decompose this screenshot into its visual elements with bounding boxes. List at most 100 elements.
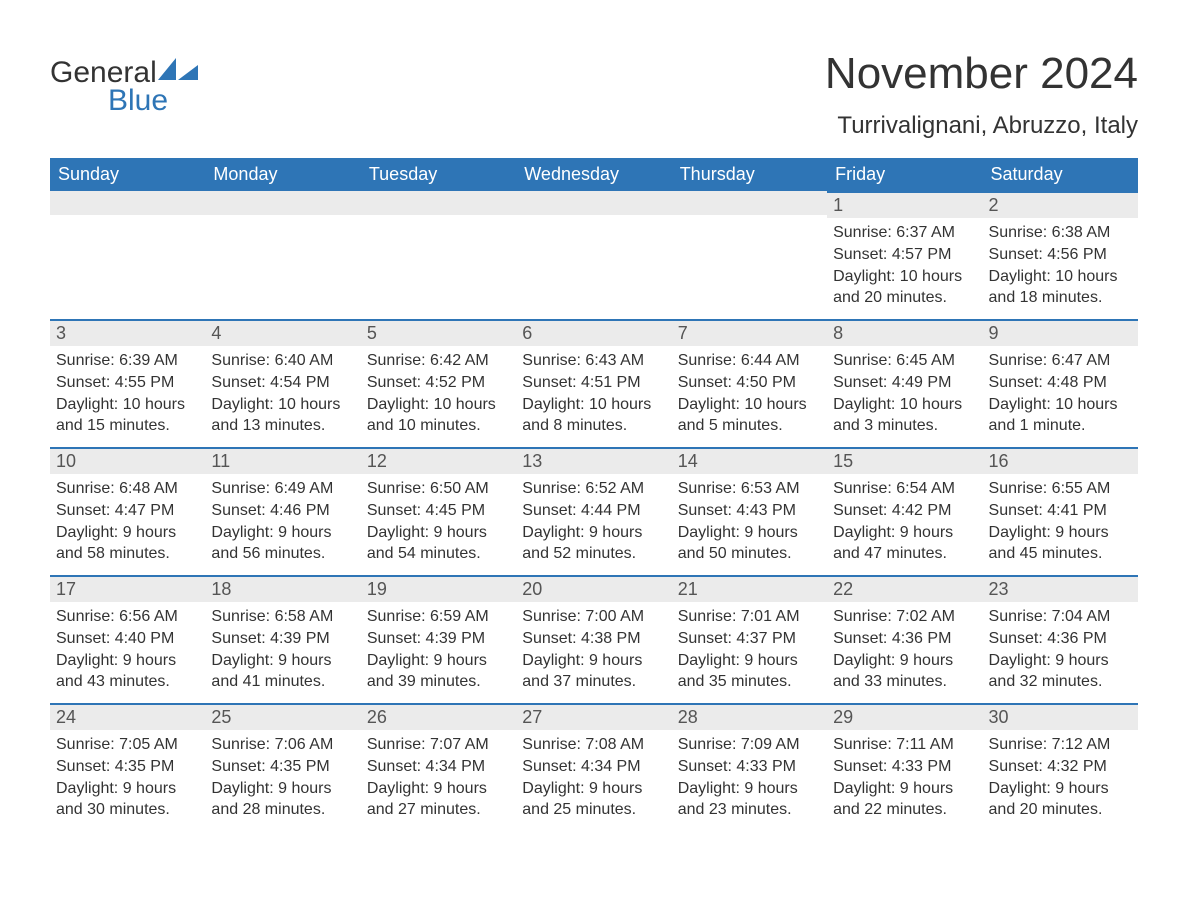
calendar-day-cell: 19Sunrise: 6:59 AMSunset: 4:39 PMDayligh… (361, 575, 516, 703)
daylight-line: and 35 minutes. (678, 671, 821, 693)
calendar-day-cell: 2Sunrise: 6:38 AMSunset: 4:56 PMDaylight… (983, 191, 1138, 319)
day-details: Sunrise: 7:11 AMSunset: 4:33 PMDaylight:… (827, 730, 982, 820)
sunrise-line: Sunrise: 7:12 AM (989, 734, 1132, 756)
sunset-line: Sunset: 4:51 PM (522, 372, 665, 394)
sunrise-line: Sunrise: 6:42 AM (367, 350, 510, 372)
daylight-line: and 20 minutes. (833, 287, 976, 309)
daylight-line: Daylight: 9 hours (522, 522, 665, 544)
day-number: 3 (50, 321, 205, 346)
empty-cell (50, 191, 827, 319)
calendar-day-cell: 18Sunrise: 6:58 AMSunset: 4:39 PMDayligh… (205, 575, 360, 703)
daylight-line: and 3 minutes. (833, 415, 976, 437)
sunrise-line: Sunrise: 6:39 AM (56, 350, 199, 372)
daylight-line: and 41 minutes. (211, 671, 354, 693)
day-header: Saturday (983, 158, 1138, 191)
calendar-week-row: 24Sunrise: 7:05 AMSunset: 4:35 PMDayligh… (50, 703, 1138, 831)
day-number: 6 (516, 321, 671, 346)
daylight-line: Daylight: 10 hours (367, 394, 510, 416)
day-details: Sunrise: 6:48 AMSunset: 4:47 PMDaylight:… (50, 474, 205, 564)
sunset-line: Sunset: 4:43 PM (678, 500, 821, 522)
sunset-line: Sunset: 4:52 PM (367, 372, 510, 394)
day-details: Sunrise: 7:08 AMSunset: 4:34 PMDaylight:… (516, 730, 671, 820)
day-header: Thursday (672, 158, 827, 191)
sunset-line: Sunset: 4:50 PM (678, 372, 821, 394)
sunset-line: Sunset: 4:48 PM (989, 372, 1132, 394)
sunrise-line: Sunrise: 6:38 AM (989, 222, 1132, 244)
sunset-line: Sunset: 4:47 PM (56, 500, 199, 522)
daylight-line: and 30 minutes. (56, 799, 199, 821)
day-details: Sunrise: 6:44 AMSunset: 4:50 PMDaylight:… (672, 346, 827, 436)
daylight-line: Daylight: 9 hours (367, 522, 510, 544)
sunrise-line: Sunrise: 7:07 AM (367, 734, 510, 756)
daylight-line: and 28 minutes. (211, 799, 354, 821)
day-number: 2 (983, 193, 1138, 218)
sunset-line: Sunset: 4:36 PM (833, 628, 976, 650)
calendar-page: General Blue November 2024 Turrivalignan… (0, 0, 1188, 861)
day-number: 17 (50, 577, 205, 602)
daylight-line: Daylight: 10 hours (211, 394, 354, 416)
sunrise-line: Sunrise: 6:49 AM (211, 478, 354, 500)
sunrise-line: Sunrise: 6:48 AM (56, 478, 199, 500)
sunrise-line: Sunrise: 6:53 AM (678, 478, 821, 500)
day-number: 15 (827, 449, 982, 474)
calendar-day-cell: 27Sunrise: 7:08 AMSunset: 4:34 PMDayligh… (516, 703, 671, 831)
sunrise-line: Sunrise: 7:00 AM (522, 606, 665, 628)
daylight-line: and 22 minutes. (833, 799, 976, 821)
day-number: 11 (205, 449, 360, 474)
daylight-line: and 32 minutes. (989, 671, 1132, 693)
sunset-line: Sunset: 4:33 PM (678, 756, 821, 778)
calendar-day-cell: 25Sunrise: 7:06 AMSunset: 4:35 PMDayligh… (205, 703, 360, 831)
month-title: November 2024 (50, 50, 1138, 98)
day-number: 10 (50, 449, 205, 474)
daylight-line: Daylight: 9 hours (833, 778, 976, 800)
daylight-line: Daylight: 9 hours (678, 778, 821, 800)
day-number: 21 (672, 577, 827, 602)
day-details: Sunrise: 6:45 AMSunset: 4:49 PMDaylight:… (827, 346, 982, 436)
day-number: 1 (827, 193, 982, 218)
day-header: Sunday (50, 158, 205, 191)
day-details: Sunrise: 6:55 AMSunset: 4:41 PMDaylight:… (983, 474, 1138, 564)
daylight-line: and 47 minutes. (833, 543, 976, 565)
calendar-week-row: 3Sunrise: 6:39 AMSunset: 4:55 PMDaylight… (50, 319, 1138, 447)
daylight-line: and 25 minutes. (522, 799, 665, 821)
sunrise-line: Sunrise: 6:56 AM (56, 606, 199, 628)
daylight-line: Daylight: 9 hours (678, 650, 821, 672)
day-details: Sunrise: 6:53 AMSunset: 4:43 PMDaylight:… (672, 474, 827, 564)
sunset-line: Sunset: 4:34 PM (367, 756, 510, 778)
calendar-day-cell: 3Sunrise: 6:39 AMSunset: 4:55 PMDaylight… (50, 319, 205, 447)
day-number: 27 (516, 705, 671, 730)
day-details: Sunrise: 7:12 AMSunset: 4:32 PMDaylight:… (983, 730, 1138, 820)
daylight-line: Daylight: 9 hours (56, 778, 199, 800)
daylight-line: and 5 minutes. (678, 415, 821, 437)
day-details: Sunrise: 6:50 AMSunset: 4:45 PMDaylight:… (361, 474, 516, 564)
header-right: November 2024 Turrivalignani, Abruzzo, I… (50, 50, 1138, 140)
day-details: Sunrise: 6:43 AMSunset: 4:51 PMDaylight:… (516, 346, 671, 436)
sunrise-line: Sunrise: 6:50 AM (367, 478, 510, 500)
daylight-line: and 33 minutes. (833, 671, 976, 693)
daylight-line: and 8 minutes. (522, 415, 665, 437)
logo-sail-icon (158, 58, 198, 82)
day-number: 12 (361, 449, 516, 474)
day-number: 24 (50, 705, 205, 730)
day-number: 30 (983, 705, 1138, 730)
sunrise-line: Sunrise: 6:55 AM (989, 478, 1132, 500)
day-number: 16 (983, 449, 1138, 474)
calendar-week-row: 10Sunrise: 6:48 AMSunset: 4:47 PMDayligh… (50, 447, 1138, 575)
daylight-line: Daylight: 9 hours (211, 522, 354, 544)
day-number: 29 (827, 705, 982, 730)
day-details: Sunrise: 7:09 AMSunset: 4:33 PMDaylight:… (672, 730, 827, 820)
day-details: Sunrise: 7:00 AMSunset: 4:38 PMDaylight:… (516, 602, 671, 692)
calendar-day-cell: 8Sunrise: 6:45 AMSunset: 4:49 PMDaylight… (827, 319, 982, 447)
calendar-day-cell: 7Sunrise: 6:44 AMSunset: 4:50 PMDaylight… (672, 319, 827, 447)
sunset-line: Sunset: 4:39 PM (367, 628, 510, 650)
daylight-line: and 18 minutes. (989, 287, 1132, 309)
sunset-line: Sunset: 4:36 PM (989, 628, 1132, 650)
sunset-line: Sunset: 4:33 PM (833, 756, 976, 778)
day-number: 22 (827, 577, 982, 602)
day-number: 26 (361, 705, 516, 730)
daylight-line: Daylight: 9 hours (211, 778, 354, 800)
sunset-line: Sunset: 4:57 PM (833, 244, 976, 266)
brand-logo: General Blue (50, 58, 198, 116)
day-number: 20 (516, 577, 671, 602)
daylight-line: Daylight: 9 hours (678, 522, 821, 544)
